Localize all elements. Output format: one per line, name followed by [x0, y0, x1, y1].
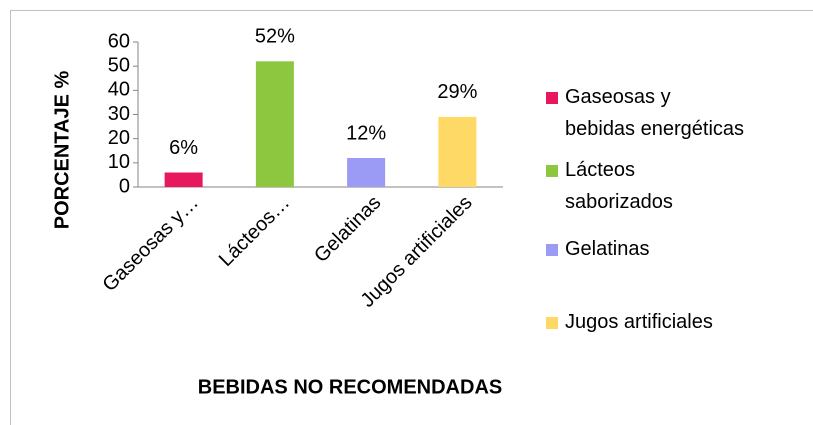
bar [164, 172, 203, 187]
legend-label: Gaseosas y bebidas energéticas [565, 86, 744, 140]
legend-swatch [546, 92, 558, 104]
legend-label: Lácteos saborizados [565, 159, 673, 213]
legend-label: Gelatinas [565, 238, 650, 260]
chart-border [10, 10, 813, 425]
value-label: 6% [169, 137, 198, 159]
y-tick-label: 10 [108, 151, 130, 173]
legend-swatch [546, 244, 558, 256]
x-tick-label: Gelatinas [310, 192, 385, 267]
bar [347, 158, 386, 187]
legend-swatch [546, 317, 558, 329]
x-tick-label: Gaseosas y… [99, 192, 203, 296]
bar [255, 61, 294, 188]
legend-swatch [546, 165, 558, 177]
y-tick-label: 40 [108, 79, 130, 101]
y-tick-label: 0 [119, 175, 130, 197]
legend-label: Jugos artificiales [565, 311, 713, 333]
value-label: 12% [346, 122, 386, 144]
bar [438, 116, 477, 187]
y-tick-label: 60 [108, 30, 130, 52]
y-axis-label: PORCENTAJE % [51, 71, 73, 230]
y-tick-label: 50 [108, 54, 130, 76]
value-label: 52% [255, 26, 295, 48]
y-tick-label: 20 [108, 127, 130, 149]
value-label: 29% [437, 81, 477, 103]
x-tick-label: Lácteos… [215, 192, 294, 271]
x-axis-label: BEBIDAS NO RECOMENDADAS [198, 376, 502, 398]
y-tick-label: 30 [108, 103, 130, 125]
